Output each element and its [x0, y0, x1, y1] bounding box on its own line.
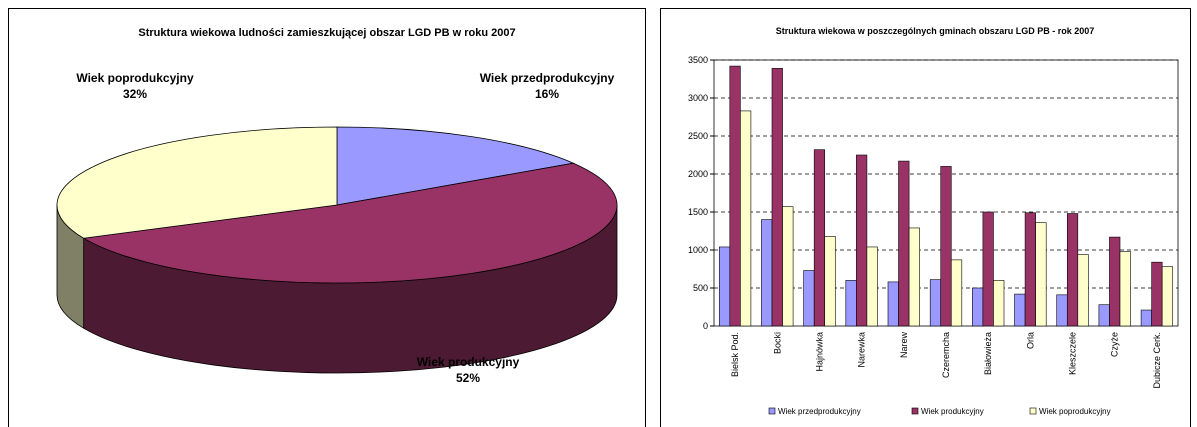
bar [1077, 254, 1089, 327]
bar [1066, 213, 1079, 327]
bar [866, 246, 878, 327]
pie-label-name: Wiek poprodukcyjny [76, 71, 194, 85]
bar [718, 246, 731, 327]
bar [1035, 222, 1047, 327]
x-tick-label: Bielsk Pod. [730, 332, 740, 377]
y-tick-label: 500 [693, 283, 708, 293]
bar [972, 287, 984, 327]
x-tick-label: Bocki [772, 332, 782, 354]
bar [887, 281, 899, 327]
bar [940, 166, 952, 327]
bar [729, 65, 741, 327]
legend-label: Wiek produkcyjny [921, 407, 984, 416]
x-tick-label: Kleszczele [1068, 332, 1078, 375]
y-tick-label: 3000 [688, 93, 708, 103]
bar [1151, 261, 1163, 327]
pie-label-value: 32% [122, 87, 148, 101]
pie-label: Wiek przedprodukcyjny 16% [472, 70, 622, 102]
bar [950, 259, 963, 327]
y-tick-label: 1500 [688, 207, 708, 217]
pie-slice [56, 126, 338, 239]
bar [1109, 236, 1121, 327]
pie-label: Wiek produkcyjny 52% [393, 354, 543, 386]
bar [993, 280, 1005, 327]
y-tick-label: 2000 [688, 169, 708, 179]
y-tick-label: 0 [703, 321, 708, 331]
pie-title: Struktura wiekowa ludności zamieszkujące… [138, 27, 515, 39]
legend-swatch [1029, 407, 1037, 415]
bar [982, 211, 994, 327]
pie-label-value: 52% [455, 371, 481, 385]
x-tick-label: Czeremcha [941, 332, 951, 378]
x-tick-label: Białowieża [983, 332, 993, 375]
bar [898, 160, 910, 327]
bar [824, 236, 836, 327]
bar [856, 154, 868, 327]
pie-label: Wiek poprodukcyjny 32% [60, 70, 210, 102]
bar [1140, 309, 1152, 327]
pie-label-name: Wiek produkcyjny [416, 355, 520, 369]
y-tick-label: 2500 [688, 131, 708, 141]
bar [1119, 251, 1131, 327]
x-tick-label: Orla [1025, 332, 1035, 349]
bar [1161, 266, 1174, 327]
y-tick-label: 1000 [688, 245, 708, 255]
legend-label: Wiek poprodukcyjny [1039, 407, 1111, 416]
bar [1014, 293, 1026, 327]
bar [771, 68, 783, 327]
pie-label-name: Wiek przedprodukcyjny [479, 71, 615, 85]
bar [1098, 304, 1110, 327]
x-tick-label: Dubicze Cerk. [1152, 332, 1162, 389]
pie-label-value: 16% [534, 87, 560, 101]
legend-swatch [911, 407, 919, 415]
x-tick-label: Narewka [857, 332, 867, 368]
legend-swatch [768, 407, 776, 415]
bar-title: Struktura wiekowa w poszczególnych gmina… [776, 26, 1095, 36]
x-tick-label: Narew [899, 332, 909, 359]
bar [813, 149, 826, 327]
y-tick-label: 3500 [688, 55, 708, 65]
bar [761, 219, 773, 327]
bar [803, 270, 815, 327]
bar [1024, 212, 1036, 327]
bar [782, 206, 794, 327]
pie-slice [336, 126, 575, 206]
x-tick-label: Czyże [1110, 332, 1120, 357]
bar [929, 279, 942, 327]
bar [1056, 294, 1068, 327]
x-tick-label: Hajnówka [814, 332, 824, 372]
pie-slice [82, 162, 618, 284]
bar [740, 110, 752, 327]
bar [908, 227, 920, 327]
bar [845, 280, 857, 327]
legend-label: Wiek przedprodukcyjny [778, 407, 861, 416]
